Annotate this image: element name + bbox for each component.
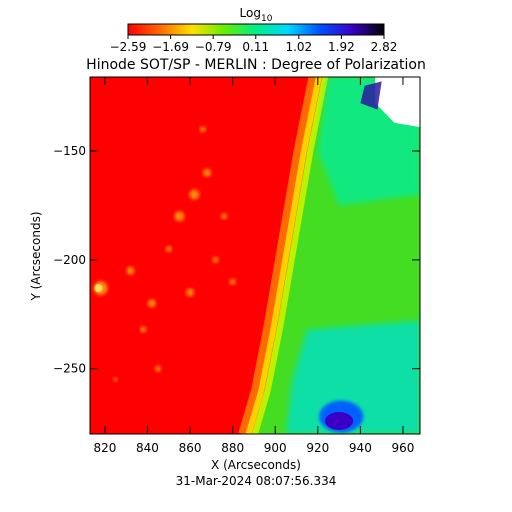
heatmap-plage: [199, 126, 206, 133]
heatmap-plage: [189, 189, 200, 200]
x-tick-label: 960: [392, 441, 415, 455]
colorbar: Log10 −2.59 −1.69 −0.79 0.11 1.02 1.92 2.82: [110, 6, 398, 54]
heatmap-plage: [140, 326, 147, 333]
heatmap-cyan-bottom: [285, 320, 420, 434]
heatmap-plage: [126, 266, 135, 275]
x-tick-label: 920: [306, 441, 329, 455]
heatmap-purple-edge: [360, 81, 382, 110]
colorbar-label-base: Log: [240, 6, 261, 20]
colorbar-tick-label: −0.79: [195, 40, 232, 54]
heatmap-plage: [155, 365, 162, 372]
x-tick-label: 820: [93, 441, 116, 455]
x-tick-label: 880: [221, 441, 244, 455]
x-tick-label: 840: [136, 441, 159, 455]
y-tick-label: −200: [53, 253, 86, 267]
colorbar-tick-label: 0.11: [242, 40, 269, 54]
y-tick-label: −250: [53, 362, 86, 376]
heatmap-white-patch: [375, 77, 420, 128]
colorbar-tick-label: 2.82: [371, 40, 398, 54]
x-tick-label: 940: [349, 441, 372, 455]
x-tick-label: 900: [264, 441, 287, 455]
x-tick-label: 860: [179, 441, 202, 455]
heatmap-plage: [221, 213, 228, 220]
heatmap-plage: [147, 299, 156, 308]
heatmap-bright-plage: [94, 284, 103, 293]
colorbar-tick-label: −1.69: [152, 40, 189, 54]
heatmap-limb-lime: [252, 77, 329, 434]
heatmap-plage: [203, 168, 212, 177]
heatmap-image: [90, 77, 420, 434]
heatmap-limb-orange: [238, 77, 319, 434]
colorbar-bar: [127, 23, 385, 36]
x-axis-title: X (Arcseconds): [211, 458, 301, 472]
heatmap-limb-yellow: [245, 77, 322, 434]
plot-frame: [89, 76, 421, 435]
heatmap-plage: [113, 377, 118, 382]
y-axis: −150 −200 −250: [53, 144, 420, 376]
heatmap-plage: [212, 256, 219, 263]
colorbar-ticks: −2.59 −1.69 −0.79 0.11 1.02 1.92 2.82: [110, 35, 398, 54]
y-tick-label: −150: [53, 144, 86, 158]
y-axis-title: Y (Arcseconds): [29, 211, 43, 301]
colorbar-label: Log10: [240, 6, 273, 24]
colorbar-tick-label: 1.92: [328, 40, 355, 54]
heatmap-plage: [165, 245, 172, 252]
colorbar-label-subscript: 10: [261, 14, 273, 24]
colorbar-tick-label: 1.02: [285, 40, 312, 54]
heatmap-plage: [186, 288, 195, 297]
heatmap-plage: [174, 211, 185, 222]
heatmap-purple-patch: [325, 411, 354, 430]
heatmap-plage: [229, 278, 236, 285]
chart-title: Hinode SOT/SP - MERLIN : Degree of Polar…: [86, 57, 426, 73]
x-axis: 820 840 860 880 900 920 940 960: [93, 77, 414, 455]
timestamp: 31-Mar-2024 08:07:56.334: [176, 474, 337, 488]
colorbar-tick-label: −2.59: [110, 40, 147, 54]
